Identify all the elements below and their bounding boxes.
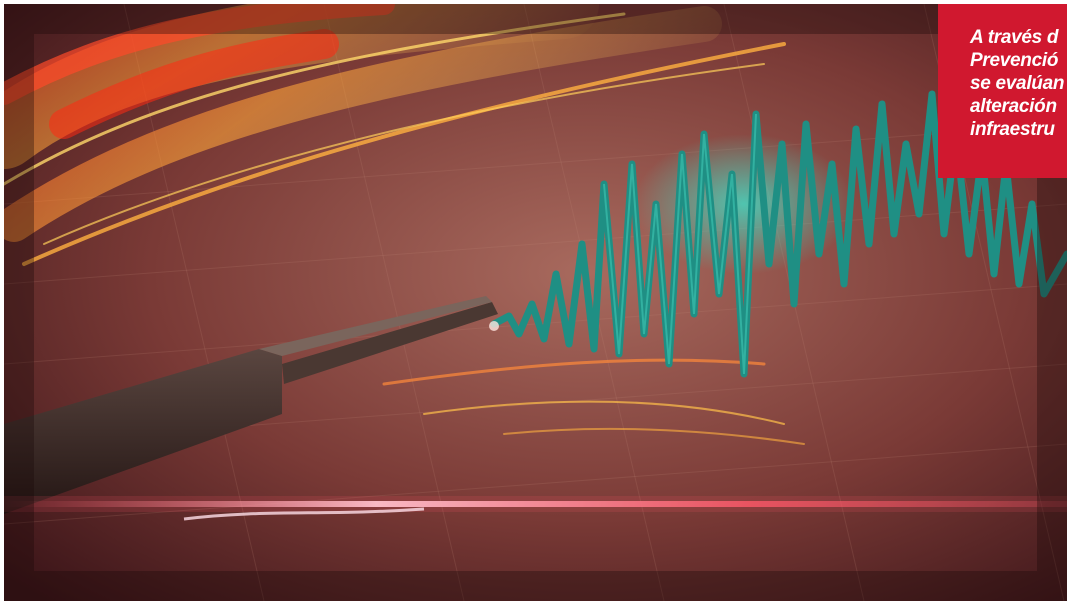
caption-line-1: A través d bbox=[970, 27, 1059, 48]
caption-line-2: Prevenció bbox=[970, 50, 1059, 71]
caption-line-3: se evalúan bbox=[970, 73, 1065, 94]
caption-line-4: alteración bbox=[970, 96, 1057, 117]
seismograph-photo bbox=[4, 4, 1067, 601]
glow-line bbox=[4, 496, 1067, 521]
caption-overlay: A través d Prevenció se evalúan alteraci… bbox=[938, 4, 1067, 178]
flame-streaks bbox=[4, 4, 805, 445]
caption-line-5: infraestru bbox=[970, 119, 1055, 140]
seismograph-illustration bbox=[4, 4, 1067, 601]
seismograph-needle bbox=[4, 296, 499, 514]
seismic-wave bbox=[490, 90, 1067, 378]
